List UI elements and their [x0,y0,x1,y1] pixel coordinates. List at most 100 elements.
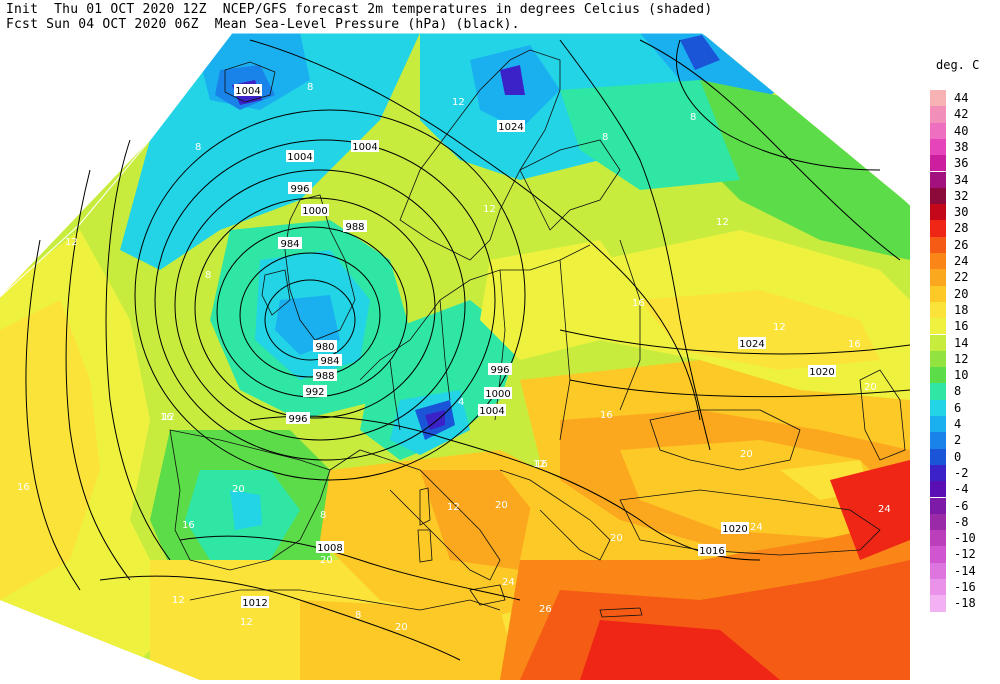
isobar-label-group: 1004 1004 1004 1024 1000 996 1020 984 98… [234,84,836,609]
temp-label: 12 [240,617,253,628]
legend-swatch [930,579,946,596]
temperature-label-group: 8 8 12 12 8 12 16 20 16 12 8 8 12 16 20 … [17,82,891,633]
temp-label: 16 [182,520,195,531]
legend-label: -2 [954,465,969,480]
legend-label: 18 [954,302,969,317]
isobar-label: 1012 [242,598,267,609]
legend-swatch [930,383,946,400]
temp-label: 24 [502,577,515,588]
temp-label: 8 [195,142,201,153]
legend-label: 36 [954,156,969,171]
isobar-label: 980 [315,342,334,353]
isobar-label: 1024 [498,122,523,133]
isobar-label: 1020 [809,367,834,378]
legend-swatch [930,269,946,286]
temp-label: 16 [632,298,645,309]
header-line-forecast: Fcst Sun 04 OCT 2020 06Z Mean Sea-Level … [6,17,520,32]
legend-swatch [930,171,946,188]
temp-label: 16 [600,410,613,421]
temp-label: 20 [864,382,877,393]
legend-label: -18 [954,596,976,611]
legend-swatch [930,122,946,139]
temp-label: 8 [205,270,211,281]
isobar-label: 1004 [479,406,504,417]
isobar-label: 1004 [352,142,377,153]
isobar-label: 1004 [287,152,312,163]
isobar-label: 1000 [485,389,510,400]
legend-swatch [930,350,946,368]
temp-label: 12 [773,322,786,333]
legend-label: 10 [954,368,969,383]
legend-swatch [930,546,946,563]
isobar-label: 988 [345,222,364,233]
temp-label: 8 [355,610,361,621]
temp-label: 12 [483,204,496,215]
temp-label: 12 [533,459,546,470]
legend-swatch [930,187,946,205]
legend-label: 24 [954,254,969,268]
legend-label: 0 [954,449,962,464]
legend-label: -4 [954,482,969,497]
temp-label: 16 [160,412,173,423]
legend-swatch [930,448,946,465]
isobar-label: 988 [315,371,334,382]
temp-label: 24 [878,504,891,515]
temp-label: 20 [320,555,333,566]
legend-label: -8 [954,514,969,529]
coastlines [169,49,906,618]
legend-label: 34 [954,172,969,187]
temp-label: 20 [495,500,508,511]
temp-label: 12 [162,412,175,423]
isobar-label: 1000 [302,206,327,217]
legend-label: 44 [954,91,969,105]
temp-label: 12 [65,237,78,248]
isobar-label: 996 [490,365,509,376]
legend-swatch [930,301,946,319]
isobar-label: 1008 [317,543,342,554]
legend-swatch [930,530,946,547]
legend-label: 30 [954,205,969,220]
legend-label: 42 [954,107,969,122]
temp-label: 16 [535,459,548,470]
temp-label: 16 [17,482,30,493]
legend-swatch [930,106,946,123]
legend-swatch [930,416,946,433]
legend-swatch [930,204,946,221]
isobar-label: 1024 [739,339,764,350]
legend-label: -6 [954,498,969,513]
legend-label: 20 [954,286,969,301]
legend-swatch [930,399,946,416]
temp-label: 20 [740,449,753,460]
legend-swatch [930,595,946,612]
isobar-label: 1020 [722,524,747,535]
legend-swatch [930,367,946,384]
legend-swatch [930,481,946,498]
legend-swatch [930,464,946,482]
legend-swatch [930,138,946,156]
legend-swatch [930,285,946,302]
temp-label: 12 [447,502,460,513]
legend-label: 4 [954,417,962,431]
legend-label: 38 [954,139,969,154]
temp-label: 8 [307,82,313,93]
legend-label: -14 [954,563,976,578]
temp-label: 12 [172,595,185,606]
temp-label: 20 [610,533,623,544]
temp-label: 8 [690,112,696,123]
legend-label: 8 [954,384,962,399]
legend-swatch [930,562,946,579]
legend-swatch [930,318,946,335]
temperature-legend: deg. C 44 42 40 38 36 34 32 30 28 26 24 22 20 18 16 14 1… [930,50,1000,612]
temp-label: 8 [320,510,326,521]
legend-swatch [930,334,946,351]
legend-swatch [930,236,946,253]
temp-label: 8 [602,132,608,143]
legend-swatch [930,253,946,270]
temp-label: 4 [458,397,464,408]
isobar-label: 996 [288,414,307,425]
header-line-init: Init Thu 01 OCT 2020 12Z NCEP/GFS foreca… [6,2,713,17]
temp-label: 16 [848,339,861,350]
legend-label: 26 [954,237,969,252]
legend-label: 28 [954,221,969,236]
